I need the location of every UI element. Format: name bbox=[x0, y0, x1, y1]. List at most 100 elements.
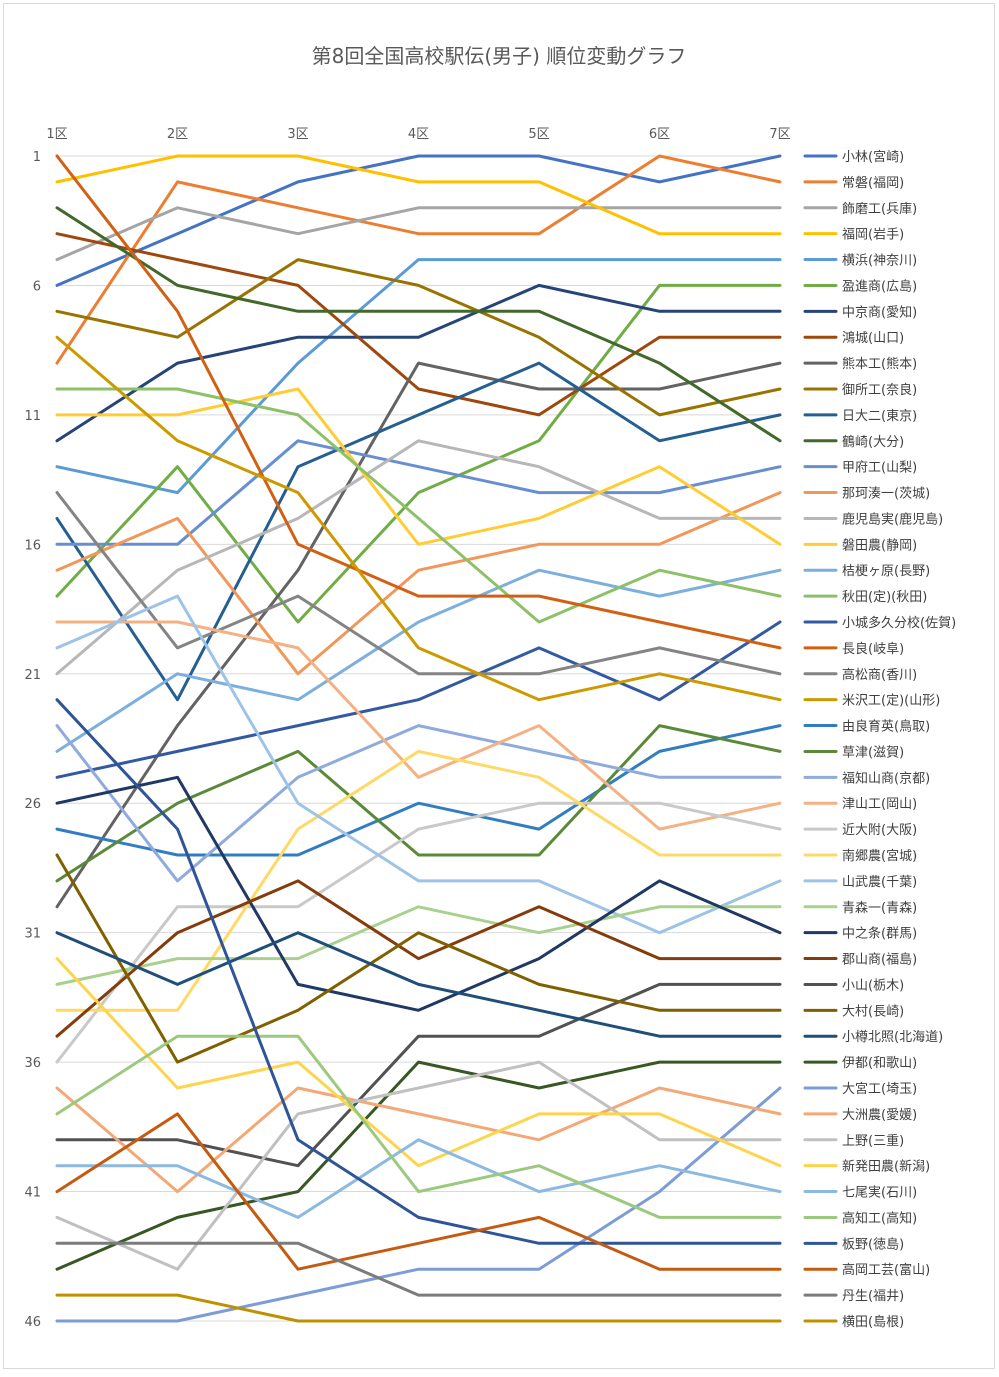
legend-item: 鶴崎(大分) bbox=[803, 434, 904, 450]
legend-item: 草津(滋賀) bbox=[803, 745, 904, 760]
legend-label: 長良(岐阜) bbox=[842, 641, 904, 657]
series-line bbox=[55, 154, 782, 236]
legend-item: 津山工(岡山) bbox=[803, 797, 917, 812]
legend-label: 大洲農(愛媛) bbox=[842, 1108, 917, 1123]
y-tick-label: 11 bbox=[24, 409, 41, 424]
y-tick-label: 41 bbox=[24, 1186, 41, 1201]
y-tick-label: 1 bbox=[33, 150, 41, 165]
legend-item: 郡山商(福島) bbox=[803, 953, 917, 968]
series-line bbox=[55, 879, 782, 1038]
x-category-label: 5区 bbox=[528, 127, 549, 142]
legend-item: 七尾実(石川) bbox=[803, 1185, 917, 1201]
legend-item: 上野(三重) bbox=[803, 1133, 904, 1149]
series-line bbox=[55, 724, 782, 857]
legend-label: 青森一(青森) bbox=[842, 901, 917, 916]
legend-label: 盈進商(広島) bbox=[842, 279, 917, 294]
legend-label: 新発田農(新潟) bbox=[842, 1159, 930, 1175]
legend-item: 大洲農(愛媛) bbox=[803, 1108, 917, 1123]
legend-item: 鴻城(山口) bbox=[803, 331, 904, 346]
chart-title: 第8回全国高校駅伝(男子) 順位変動グラフ bbox=[312, 44, 687, 68]
legend-label: 福岡(岩手) bbox=[842, 228, 904, 243]
legend-item: 中之条(群馬) bbox=[803, 926, 917, 942]
legend-label: 鹿児島実(鹿児島) bbox=[842, 511, 943, 527]
series-line bbox=[55, 801, 782, 1064]
legend-label: 七尾実(石川) bbox=[842, 1185, 917, 1201]
legend-label: 常磐(福岡) bbox=[842, 176, 904, 191]
legend-item: 小山(栃木) bbox=[803, 978, 904, 993]
series-line bbox=[55, 1138, 782, 1219]
series-line bbox=[55, 491, 782, 676]
legend-label: 丹生(福井) bbox=[842, 1289, 904, 1304]
x-category-label: 6区 bbox=[649, 127, 670, 142]
legend-label: 山武農(千葉) bbox=[842, 875, 917, 890]
legend-item: 大宮工(埼玉) bbox=[803, 1081, 917, 1097]
series-line bbox=[55, 775, 782, 1012]
series-line bbox=[55, 283, 782, 624]
legend-label: 小樽北照(北海道) bbox=[842, 1029, 943, 1045]
y-tick-label: 31 bbox=[24, 927, 41, 942]
legend-label: 上野(三重) bbox=[842, 1133, 904, 1149]
legend-item: 那珂湊一(茨城) bbox=[803, 487, 930, 502]
legend-label: 高知工(高知) bbox=[842, 1210, 917, 1226]
legend-label: 小山(栃木) bbox=[842, 978, 904, 993]
legend-label: 小林(宮崎) bbox=[842, 149, 904, 165]
series-line bbox=[55, 1112, 782, 1271]
series-line bbox=[55, 1086, 782, 1323]
x-category-label: 7区 bbox=[769, 127, 790, 142]
series-line bbox=[55, 620, 782, 831]
legend-item: 御所工(奈良) bbox=[803, 382, 917, 398]
series-line bbox=[55, 154, 782, 650]
legend-item: 鹿児島実(鹿児島) bbox=[803, 511, 943, 527]
series-line bbox=[55, 594, 782, 935]
legend-label: 甲府工(山梨) bbox=[842, 461, 917, 476]
legend-label: 小城多久分校(佐賀) bbox=[842, 615, 956, 631]
series-line bbox=[55, 1060, 782, 1271]
legend-label: 由良育英(鳥取) bbox=[842, 719, 930, 735]
legend-item: 高知工(高知) bbox=[803, 1210, 917, 1226]
series-line bbox=[55, 568, 782, 753]
legend-label: 熊本工(熊本) bbox=[842, 356, 917, 372]
series-line bbox=[55, 982, 782, 1168]
series-line bbox=[55, 258, 782, 495]
series-line bbox=[55, 439, 782, 676]
legend-label: 大村(長崎) bbox=[842, 1004, 904, 1019]
series-line bbox=[55, 1060, 782, 1271]
series-line bbox=[55, 931, 782, 1038]
legend-label: 鴻城(山口) bbox=[842, 331, 904, 346]
series-lines bbox=[55, 154, 782, 1323]
x-category-label: 3区 bbox=[287, 127, 308, 142]
legend-label: 那珂湊一(茨城) bbox=[842, 487, 930, 502]
legend-label: 大宮工(埼玉) bbox=[842, 1081, 917, 1097]
legend-item: 飾磨工(兵庫) bbox=[803, 202, 917, 217]
series-line bbox=[55, 335, 782, 702]
legend-label: 高岡工芸(富山) bbox=[842, 1262, 930, 1278]
series-line bbox=[55, 491, 782, 676]
legend-item: 山武農(千葉) bbox=[803, 875, 917, 890]
legend-item: 横田(島根) bbox=[803, 1315, 904, 1330]
legend-label: 横田(島根) bbox=[842, 1315, 904, 1330]
legend-item: 磐田農(静岡) bbox=[803, 538, 917, 553]
series-line bbox=[55, 1241, 782, 1297]
y-tick-label: 46 bbox=[24, 1315, 41, 1330]
legend-label: 御所工(奈良) bbox=[842, 382, 917, 398]
legend-label: 飾磨工(兵庫) bbox=[842, 202, 917, 217]
y-tick-label: 26 bbox=[24, 797, 41, 812]
legend-item: 常磐(福岡) bbox=[803, 176, 904, 191]
y-tick-label: 16 bbox=[24, 538, 41, 553]
legend-item: 小城多久分校(佐賀) bbox=[803, 615, 956, 631]
legend-item: 日大二(東京) bbox=[803, 408, 917, 424]
series-line bbox=[55, 387, 782, 546]
series-line bbox=[55, 258, 782, 417]
legend-item: 甲府工(山梨) bbox=[803, 461, 917, 476]
series-line bbox=[55, 749, 782, 1012]
y-tick-label: 21 bbox=[24, 668, 41, 683]
legend-label: 近大附(大阪) bbox=[842, 823, 917, 838]
legend-item: 熊本工(熊本) bbox=[803, 356, 917, 372]
legend-item: 盈進商(広島) bbox=[803, 279, 917, 294]
legend-item: 中京商(愛知) bbox=[803, 304, 917, 320]
legend-item: 高岡工芸(富山) bbox=[803, 1262, 930, 1278]
legend-label: 磐田農(静岡) bbox=[842, 538, 917, 553]
legend-label: 鶴崎(大分) bbox=[842, 434, 904, 450]
